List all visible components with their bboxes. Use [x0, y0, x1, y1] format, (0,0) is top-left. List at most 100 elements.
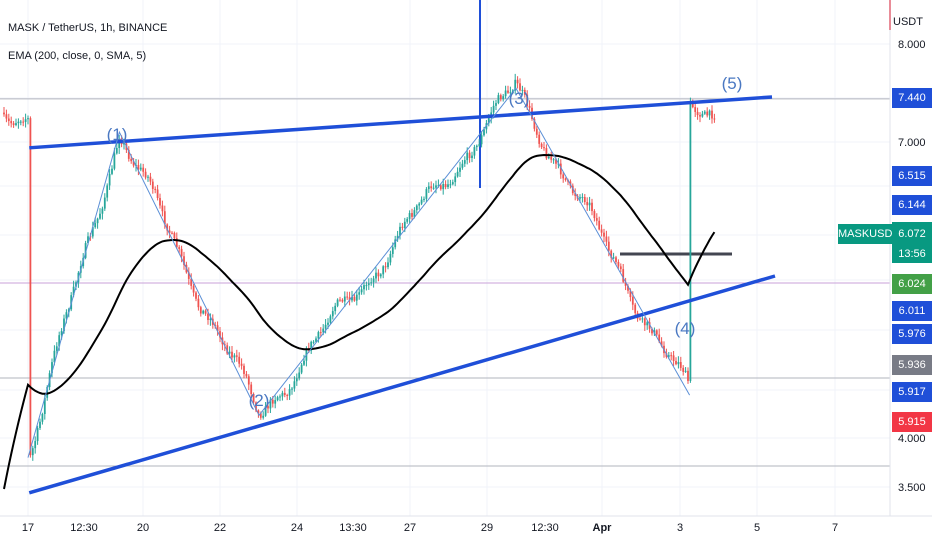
candle-body: [279, 396, 281, 398]
candle-body: [87, 236, 89, 244]
candle-body: [99, 213, 101, 219]
candle-body: [53, 350, 56, 363]
candle-body: [274, 400, 277, 404]
candle-body: [10, 121, 13, 124]
candle-body: [682, 367, 685, 372]
candle-body: [375, 272, 377, 279]
candle-body: [655, 330, 658, 335]
candle-body: [581, 197, 584, 199]
candle-body: [34, 441, 37, 449]
candle-body: [475, 145, 478, 148]
candle-body: [504, 90, 507, 97]
candle-body: [58, 335, 61, 347]
candle-body: [238, 356, 241, 364]
candle-body: [293, 381, 296, 389]
price-tag: 6.072: [892, 222, 932, 246]
candle-body: [507, 90, 509, 93]
price-tag: 6.011: [892, 301, 932, 321]
price-tag: 13:56: [892, 245, 932, 263]
price-tag: 5.976: [892, 324, 932, 344]
candle-body: [562, 174, 565, 179]
candle-body: [346, 296, 349, 298]
candle-body: [643, 318, 646, 326]
candle-body: [39, 421, 41, 429]
candle-body: [427, 186, 430, 190]
candle-body: [209, 318, 212, 320]
candle-body: [144, 171, 147, 178]
candle-body: [415, 205, 418, 211]
x-tick-label: Apr: [593, 522, 613, 534]
candle-body: [113, 153, 116, 169]
x-tick-label: 17: [22, 522, 34, 534]
candle-body: [223, 344, 226, 346]
candle-body: [382, 266, 385, 275]
candle-body: [480, 135, 483, 145]
candle-body: [379, 274, 382, 277]
ema-path: [3, 153, 716, 490]
candle-body: [591, 202, 593, 212]
candle-body: [420, 199, 423, 204]
candle-body: [528, 105, 531, 108]
x-tick-label: 22: [214, 522, 226, 534]
candle-body: [353, 296, 356, 301]
candle-body: [451, 182, 454, 185]
candle-body: [267, 406, 269, 409]
candle-body: [555, 159, 557, 164]
candle-body: [521, 89, 524, 91]
candle-body: [15, 123, 17, 126]
candle-body: [711, 110, 713, 119]
candle-body: [199, 307, 202, 314]
candle-body: [257, 410, 260, 414]
wave-label: (2): [249, 391, 270, 410]
drawings[interactable]: [27, 87, 776, 495]
candle-body: [75, 282, 77, 287]
candle-body: [646, 322, 649, 326]
candle-body: [579, 197, 581, 199]
candle-body: [7, 118, 10, 122]
candle-body: [444, 184, 447, 188]
x-tick-label: 13:30: [339, 522, 367, 534]
candle-body: [447, 184, 449, 188]
price-tag: 7.440: [892, 88, 932, 108]
candle-body: [598, 220, 601, 230]
candle-body: [63, 318, 65, 332]
candle-body: [394, 239, 397, 248]
candle-body: [423, 198, 425, 200]
candle-body: [355, 294, 358, 301]
candle-body: [291, 388, 293, 390]
candle-body: [183, 256, 185, 265]
candle-body: [631, 297, 634, 305]
candle-body: [713, 118, 716, 120]
candle-body: [329, 316, 332, 323]
candle-body: [430, 186, 433, 189]
candle-body: [264, 406, 267, 416]
candle-body: [168, 230, 171, 233]
candle-body: [519, 83, 521, 91]
x-tick-label: 12:30: [531, 522, 559, 534]
candle-body: [171, 232, 173, 234]
candle-body: [653, 330, 656, 334]
candle-body: [202, 310, 205, 314]
candle-body: [60, 331, 63, 336]
indicator-legend[interactable]: EMA (200, close, 0, SMA, 5): [8, 50, 147, 62]
x-tick-label: 24: [291, 522, 303, 534]
candle-body: [334, 305, 337, 312]
candle-body: [132, 161, 135, 166]
candle-body: [245, 373, 248, 377]
candle-body: [384, 266, 387, 268]
x-tick-label: 12:30: [70, 522, 98, 534]
candle-body: [336, 299, 339, 306]
candle-body: [341, 299, 344, 302]
candle-body: [677, 362, 680, 365]
candle-body: [396, 235, 399, 240]
candle-body: [149, 176, 152, 182]
candle-body: [231, 351, 233, 358]
x-tick-label: 5: [754, 522, 760, 534]
candle-body: [255, 402, 257, 411]
candle-body: [228, 351, 231, 354]
candle-body: [94, 223, 97, 228]
candle-body: [399, 226, 401, 236]
wave-label: (3): [509, 89, 530, 108]
